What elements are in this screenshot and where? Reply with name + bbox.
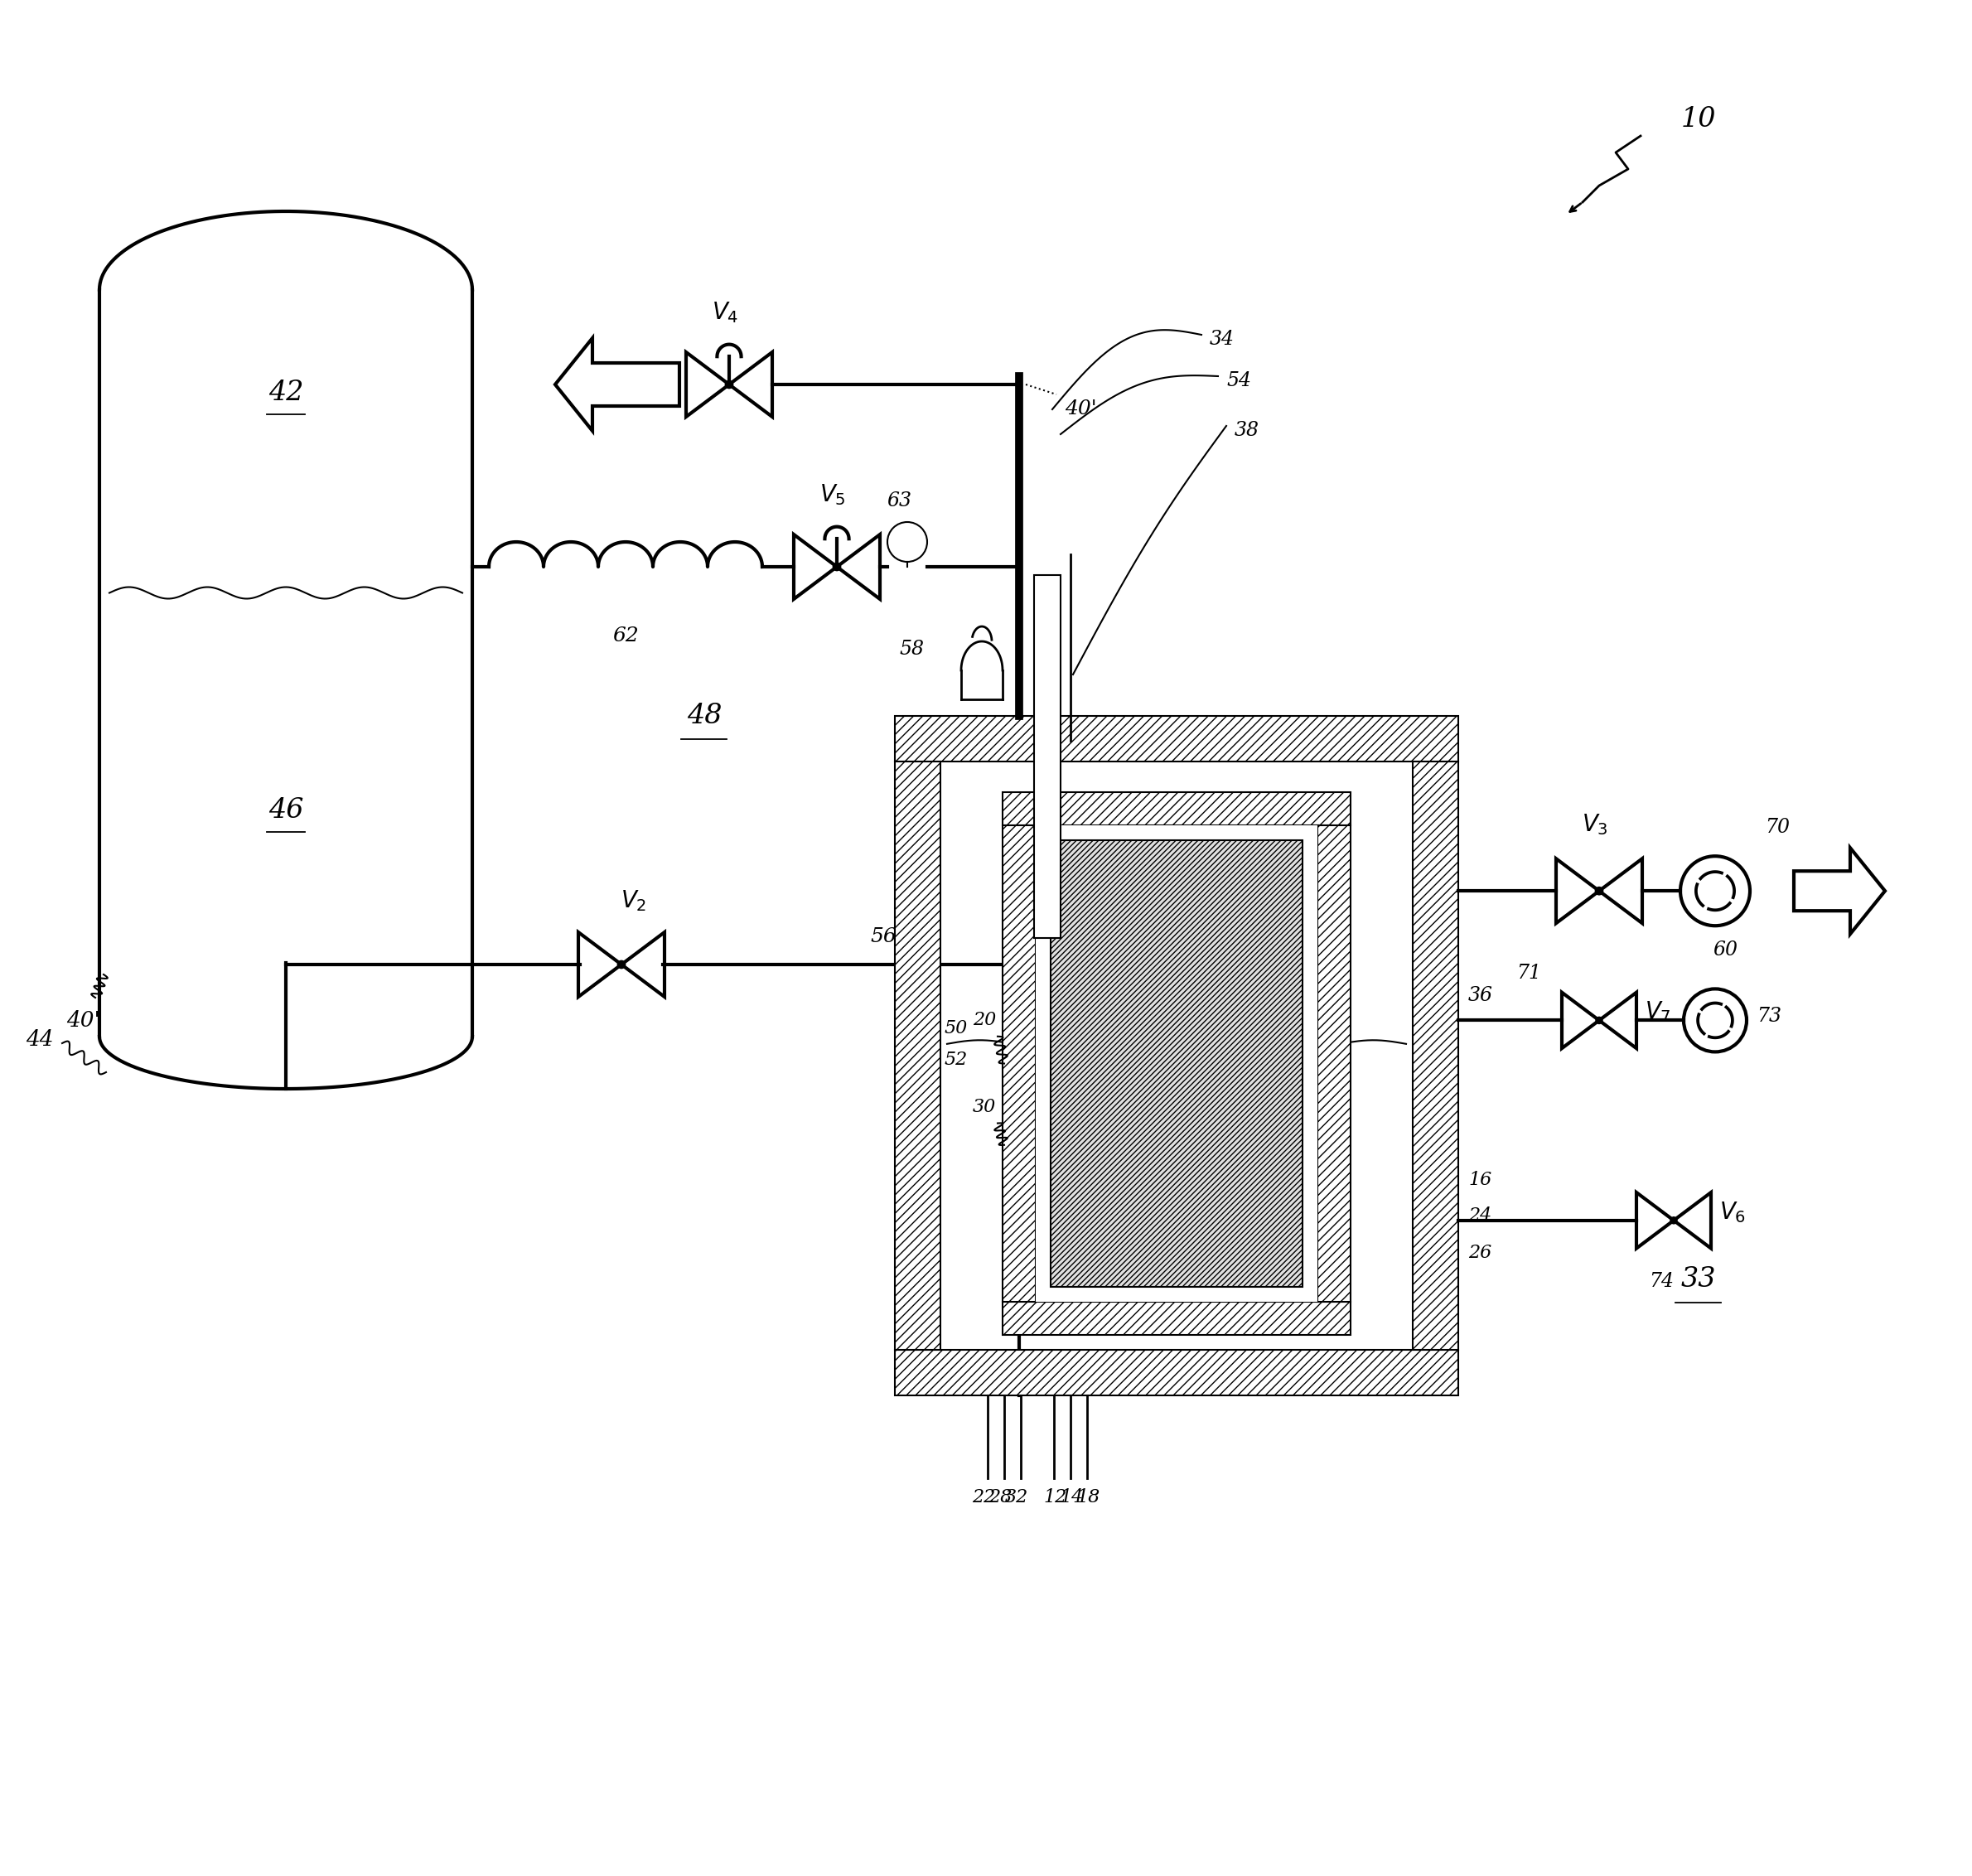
Text: 50: 50 [945,1019,968,1037]
Text: 40': 40' [1065,400,1096,418]
Text: 28: 28 [988,1488,1012,1506]
Text: 12: 12 [1043,1488,1067,1506]
Text: 30: 30 [972,1097,996,1116]
Bar [895,717,1457,762]
Text: $V_4$: $V_4$ [712,300,738,325]
Text: 24: 24 [1469,1206,1491,1225]
Text: 22: 22 [972,1488,996,1506]
Text: 46: 46 [268,797,304,824]
Circle shape [1595,1017,1603,1024]
Circle shape [1595,887,1603,895]
Text: 58: 58 [899,640,923,658]
Text: $V_6$: $V_6$ [1720,1201,1745,1225]
Text: 36: 36 [1469,987,1493,1006]
Bar [1035,825,1317,1302]
Bar [895,1351,1457,1396]
Text: 48: 48 [686,704,722,730]
Text: 10: 10 [1680,107,1716,133]
Text: 44: 44 [26,1028,53,1049]
Text: $V_5$: $V_5$ [820,482,846,507]
Text: $V_3$: $V_3$ [1582,812,1609,837]
Text: 54: 54 [1227,371,1250,390]
Text: 38: 38 [1234,420,1260,439]
Text: 62: 62 [613,627,639,645]
Text: 20: 20 [972,1011,996,1030]
Text: 16: 16 [1469,1171,1491,1189]
Text: 73: 73 [1757,1007,1781,1026]
Text: 74: 74 [1649,1272,1674,1291]
Circle shape [1670,1218,1676,1223]
Bar [1002,792,1351,825]
Bar [1412,762,1457,1351]
Bar [941,762,1412,1351]
Text: 42: 42 [268,379,304,405]
Text: 32: 32 [1006,1488,1027,1506]
Text: 33: 33 [1680,1266,1716,1293]
Text: 40': 40' [65,1009,101,1030]
Text: 56: 56 [870,927,897,946]
Text: 26: 26 [1469,1244,1491,1263]
Text: 71: 71 [1516,964,1542,983]
Text: 60: 60 [1712,940,1737,961]
Bar [1002,1302,1351,1336]
Bar [1051,840,1303,1287]
Circle shape [726,381,734,388]
Text: $V_7$: $V_7$ [1645,1000,1670,1024]
Text: 18: 18 [1077,1488,1100,1506]
Text: 52: 52 [945,1051,968,1069]
Text: 14: 14 [1061,1488,1085,1506]
Bar [895,762,941,1351]
Bar [1033,576,1061,938]
Bar [1002,825,1035,1302]
Circle shape [617,961,625,968]
Text: 34: 34 [1209,330,1234,349]
Text: 63: 63 [887,492,911,510]
Text: $V_2$: $V_2$ [621,889,647,914]
Bar [1317,825,1351,1302]
Circle shape [832,563,840,570]
Text: 70: 70 [1765,818,1791,837]
